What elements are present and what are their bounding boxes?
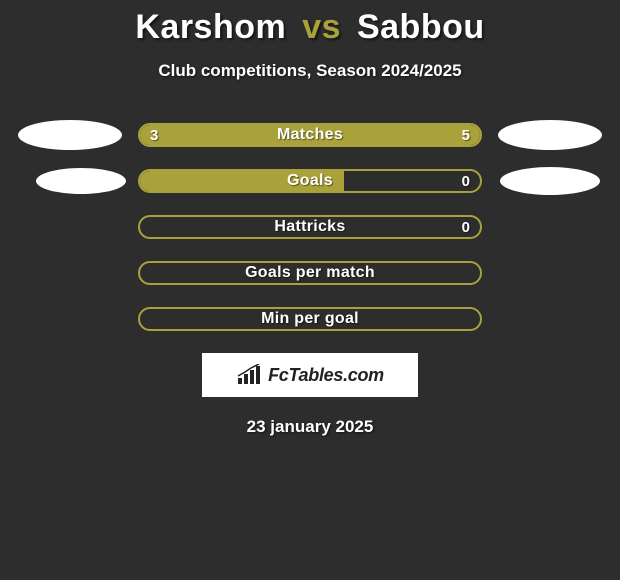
avatar-slot-right [482, 167, 602, 195]
avatar-slot-left [18, 120, 138, 150]
stat-right-value: 0 [462, 171, 470, 191]
logo: FcTables.com [236, 364, 384, 386]
stat-left-value: 3 [150, 125, 158, 145]
player2-name: Sabbou [357, 8, 485, 46]
stat-label: Goals [140, 171, 480, 191]
stat-row: Min per goal [0, 307, 620, 331]
player2-avatar [500, 167, 600, 195]
avatar-slot-right [482, 120, 602, 150]
avatar-slot-left [18, 168, 138, 194]
stat-right-value: 5 [462, 125, 470, 145]
subtitle: Club competitions, Season 2024/2025 [0, 61, 620, 81]
stat-label: Min per goal [140, 309, 480, 329]
stat-rows: Matches35Goals0Hattricks0Goals per match… [0, 123, 620, 331]
stat-row: Hattricks0 [0, 215, 620, 239]
stat-row: Goals0 [0, 169, 620, 193]
player2-avatar [498, 120, 602, 150]
stat-right-value: 0 [462, 217, 470, 237]
stat-bar: Hattricks0 [138, 215, 482, 239]
comparison-title: Karshom vs Sabbou [0, 0, 620, 47]
stat-bar: Goals per match [138, 261, 482, 285]
stat-label: Goals per match [140, 263, 480, 283]
stat-bar: Min per goal [138, 307, 482, 331]
logo-box: FcTables.com [202, 353, 418, 397]
player1-avatar [36, 168, 126, 194]
stat-label: Matches [140, 125, 480, 145]
stat-bar: Goals0 [138, 169, 482, 193]
logo-chart-icon [236, 364, 264, 386]
player1-name: Karshom [135, 8, 286, 46]
stat-label: Hattricks [140, 217, 480, 237]
stat-row: Goals per match [0, 261, 620, 285]
date-text: 23 january 2025 [0, 417, 620, 437]
logo-text: FcTables.com [268, 365, 384, 386]
stat-bar: Matches3 5 [138, 123, 482, 147]
vs-text: vs [302, 8, 341, 46]
player1-avatar [18, 120, 122, 150]
stat-row: Matches3 5 [0, 123, 620, 147]
